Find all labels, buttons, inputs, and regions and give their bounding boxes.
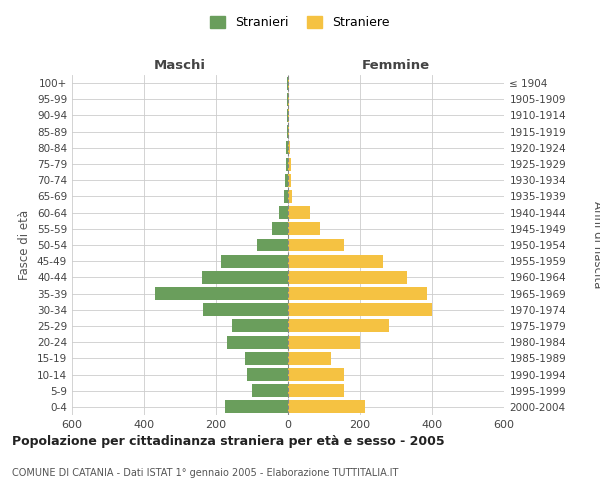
Bar	[252, 384, 288, 397]
Bar	[155, 287, 288, 300]
Y-axis label: Fasce di età: Fasce di età	[19, 210, 31, 280]
Bar	[288, 287, 427, 300]
Bar	[286, 142, 288, 154]
Text: Anni di nascita: Anni di nascita	[590, 202, 600, 288]
Bar	[225, 400, 288, 413]
Text: COMUNE DI CATANIA - Dati ISTAT 1° gennaio 2005 - Elaborazione TUTTITALIA.IT: COMUNE DI CATANIA - Dati ISTAT 1° gennai…	[12, 468, 398, 477]
Bar	[245, 352, 288, 365]
Bar	[288, 109, 289, 122]
Bar	[288, 352, 331, 365]
Bar	[288, 158, 290, 170]
Text: Maschi: Maschi	[154, 59, 206, 72]
Bar	[221, 254, 288, 268]
Bar	[288, 368, 344, 381]
Bar	[285, 174, 288, 186]
Bar	[284, 190, 288, 203]
Bar	[288, 206, 310, 219]
Bar	[202, 271, 288, 284]
Bar	[288, 125, 289, 138]
Bar	[288, 304, 432, 316]
Bar	[288, 320, 389, 332]
Bar	[272, 222, 288, 235]
Bar	[288, 400, 365, 413]
Bar	[279, 206, 288, 219]
Bar	[287, 93, 288, 106]
Bar	[286, 158, 288, 170]
Bar	[288, 222, 320, 235]
Text: Femmine: Femmine	[362, 59, 430, 72]
Bar	[288, 336, 360, 348]
Bar	[287, 109, 288, 122]
Legend: Stranieri, Straniere: Stranieri, Straniere	[205, 11, 395, 34]
Bar	[288, 93, 289, 106]
Bar	[288, 238, 344, 252]
Bar	[247, 368, 288, 381]
Bar	[203, 304, 288, 316]
Bar	[288, 76, 289, 90]
Bar	[227, 336, 288, 348]
Bar	[288, 384, 344, 397]
Text: Popolazione per cittadinanza straniera per età e sesso - 2005: Popolazione per cittadinanza straniera p…	[12, 435, 445, 448]
Bar	[287, 125, 288, 138]
Bar	[257, 238, 288, 252]
Bar	[288, 190, 292, 203]
Bar	[288, 142, 290, 154]
Bar	[288, 254, 383, 268]
Bar	[288, 174, 291, 186]
Bar	[288, 271, 407, 284]
Bar	[232, 320, 288, 332]
Bar	[287, 76, 288, 90]
